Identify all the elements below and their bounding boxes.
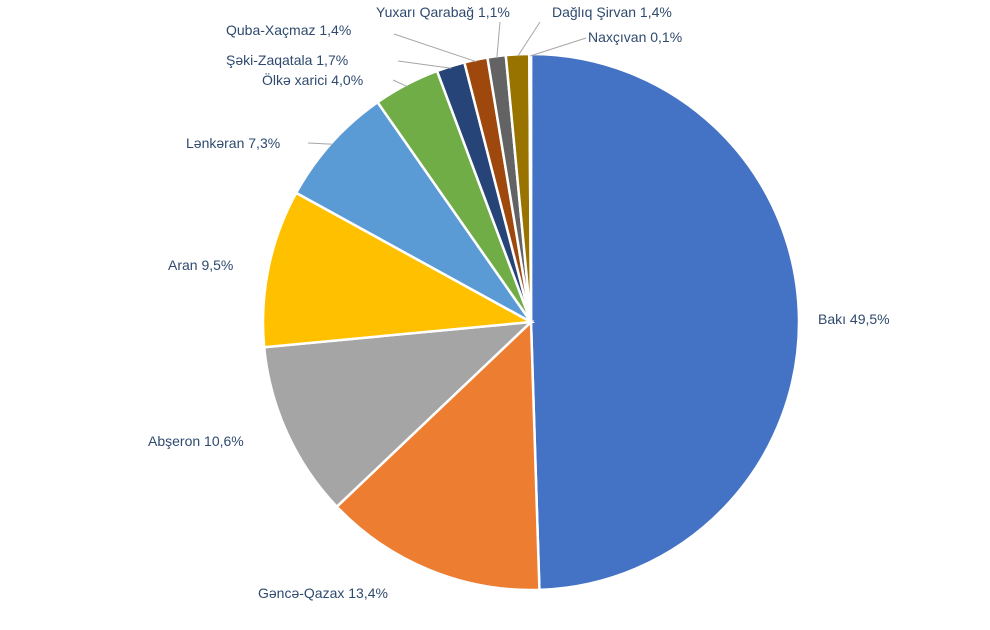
leader-line-yuxar-qarabag <box>496 21 501 59</box>
label-quba-xacmaz: Quba-Xaçmaz 1,4% <box>226 22 351 38</box>
leader-line-quba-xacmaz <box>393 33 477 63</box>
leader-line-olk-xarici <box>392 79 408 87</box>
pie-slice-g-nc-qazax <box>335 319 541 592</box>
label-lenkeran: Lənkəran 7,3% <box>186 135 280 151</box>
label-dagliq-sirvan: Dağlıq Şirvan 1,4% <box>552 4 672 20</box>
label-gence-qazax: Gəncə-Qazax 13,4% <box>258 585 388 601</box>
pie-slice-naxc-van <box>528 52 533 323</box>
leader-line-l-nk-ran <box>307 142 334 145</box>
leader-line-dagl-q-sirvan <box>517 21 541 57</box>
pie-slice-bak <box>529 52 801 592</box>
label-seki-zaqatala: Şəki-Zaqatala 1,7% <box>226 52 348 68</box>
pie-slice-abseron <box>262 320 535 509</box>
label-abseron: Abşeron 10,6% <box>148 433 244 449</box>
leader-lines <box>307 21 587 145</box>
pie-slices <box>261 52 801 592</box>
label-baki: Bakı 49,5% <box>818 311 890 327</box>
leader-line-naxc-van <box>530 37 587 57</box>
label-yuxari-qarabag: Yuxarı Qarabağ 1,1% <box>376 4 510 20</box>
slice-labels: Bakı 49,5% Gəncə-Qazax 13,4% Abşeron 10,… <box>148 4 890 601</box>
label-aran: Aran 9,5% <box>168 257 233 273</box>
label-olke-xarici: Ölkə xarici 4,0% <box>262 71 363 88</box>
leader-line-s-ki-zaqatala <box>397 60 452 69</box>
label-naxcivan: Naxçıvan 0,1% <box>588 29 682 45</box>
pie-slice-l-nk-ran <box>294 100 533 324</box>
pie-slice-aran <box>261 191 536 349</box>
